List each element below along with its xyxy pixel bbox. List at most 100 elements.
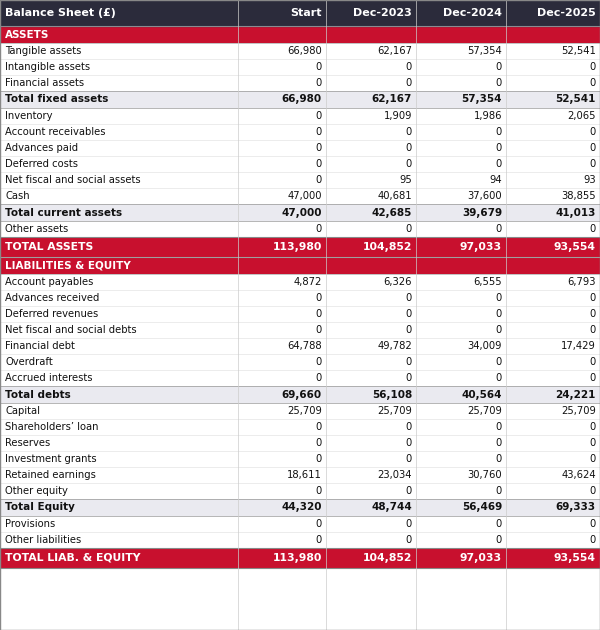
- Text: 113,980: 113,980: [272, 553, 322, 563]
- Text: 69,333: 69,333: [556, 503, 596, 512]
- Text: 0: 0: [316, 62, 322, 72]
- Text: 2,065: 2,065: [568, 111, 596, 121]
- Text: 0: 0: [316, 373, 322, 383]
- Text: 25,709: 25,709: [561, 406, 596, 416]
- Text: 0: 0: [406, 535, 412, 545]
- Text: 0: 0: [496, 454, 502, 464]
- Text: 0: 0: [496, 159, 502, 169]
- Text: 0: 0: [316, 78, 322, 88]
- Bar: [0, 108, 600, 124]
- Text: 44,320: 44,320: [281, 503, 322, 512]
- Bar: [0, 419, 600, 435]
- Text: TOTAL LIAB. & EQUITY: TOTAL LIAB. & EQUITY: [5, 553, 140, 563]
- Text: 0: 0: [316, 486, 322, 496]
- Bar: [0, 26, 600, 43]
- Text: 0: 0: [406, 519, 412, 529]
- Text: 41,013: 41,013: [556, 207, 596, 217]
- Text: 34,009: 34,009: [467, 341, 502, 351]
- Text: 52,541: 52,541: [556, 94, 596, 105]
- Text: 0: 0: [496, 143, 502, 153]
- Text: 64,788: 64,788: [287, 341, 322, 351]
- Text: 52,541: 52,541: [561, 46, 596, 56]
- Text: 6,555: 6,555: [473, 277, 502, 287]
- Text: 0: 0: [496, 78, 502, 88]
- Text: Dec-2023: Dec-2023: [353, 8, 412, 18]
- Bar: [0, 257, 600, 274]
- Text: 0: 0: [406, 357, 412, 367]
- Text: 0: 0: [590, 293, 596, 303]
- Text: 0: 0: [590, 159, 596, 169]
- Text: 0: 0: [406, 62, 412, 72]
- Bar: [0, 354, 600, 370]
- Text: 113,980: 113,980: [272, 242, 322, 252]
- Text: 0: 0: [316, 519, 322, 529]
- Bar: [0, 172, 600, 188]
- Text: Balance Sheet (£): Balance Sheet (£): [5, 8, 116, 18]
- Text: 0: 0: [316, 143, 322, 153]
- Bar: [0, 0, 600, 26]
- Bar: [0, 403, 600, 419]
- Text: 104,852: 104,852: [362, 242, 412, 252]
- Text: 0: 0: [496, 486, 502, 496]
- Text: Accrued interests: Accrued interests: [5, 373, 92, 383]
- Text: 0: 0: [316, 159, 322, 169]
- Bar: [0, 156, 600, 172]
- Text: Intangible assets: Intangible assets: [5, 62, 90, 72]
- Bar: [0, 451, 600, 467]
- Text: 93,554: 93,554: [554, 553, 596, 563]
- Text: 0: 0: [496, 535, 502, 545]
- Text: 0: 0: [406, 143, 412, 153]
- Text: 0: 0: [316, 325, 322, 335]
- Text: 25,709: 25,709: [287, 406, 322, 416]
- Text: 56,469: 56,469: [462, 503, 502, 512]
- Text: 57,354: 57,354: [461, 94, 502, 105]
- Text: 62,167: 62,167: [371, 94, 412, 105]
- Text: 66,980: 66,980: [287, 46, 322, 56]
- Text: Total debts: Total debts: [5, 389, 71, 399]
- Text: 47,000: 47,000: [281, 207, 322, 217]
- Bar: [0, 140, 600, 156]
- Text: Inventory: Inventory: [5, 111, 53, 121]
- Bar: [0, 338, 600, 354]
- Bar: [0, 467, 600, 483]
- Bar: [0, 322, 600, 338]
- Text: 0: 0: [316, 357, 322, 367]
- Text: 97,033: 97,033: [460, 242, 502, 252]
- Text: 0: 0: [316, 175, 322, 185]
- Text: 0: 0: [590, 422, 596, 432]
- Text: 0: 0: [590, 438, 596, 448]
- Text: Provisions: Provisions: [5, 519, 55, 529]
- Text: 0: 0: [406, 224, 412, 234]
- Text: 30,760: 30,760: [467, 470, 502, 480]
- Text: Total current assets: Total current assets: [5, 207, 122, 217]
- Bar: [0, 204, 600, 221]
- Text: Shareholders’ loan: Shareholders’ loan: [5, 422, 98, 432]
- Text: 62,167: 62,167: [377, 46, 412, 56]
- Text: 43,624: 43,624: [562, 470, 596, 480]
- Text: 0: 0: [590, 127, 596, 137]
- Text: 0: 0: [406, 159, 412, 169]
- Text: 0: 0: [406, 486, 412, 496]
- Text: 17,429: 17,429: [561, 341, 596, 351]
- Text: 1,986: 1,986: [473, 111, 502, 121]
- Text: 66,980: 66,980: [282, 94, 322, 105]
- Bar: [0, 274, 600, 290]
- Text: Advances received: Advances received: [5, 293, 100, 303]
- Bar: [0, 516, 600, 532]
- Text: 6,326: 6,326: [383, 277, 412, 287]
- Text: 42,685: 42,685: [371, 207, 412, 217]
- Text: 0: 0: [590, 486, 596, 496]
- Text: 0: 0: [406, 309, 412, 319]
- Text: 0: 0: [496, 519, 502, 529]
- Text: 0: 0: [496, 422, 502, 432]
- Text: Tangible assets: Tangible assets: [5, 46, 82, 56]
- Text: Total fixed assets: Total fixed assets: [5, 94, 109, 105]
- Text: Deferred costs: Deferred costs: [5, 159, 78, 169]
- Text: 1,909: 1,909: [383, 111, 412, 121]
- Bar: [0, 290, 600, 306]
- Text: 18,611: 18,611: [287, 470, 322, 480]
- Text: Financial debt: Financial debt: [5, 341, 75, 351]
- Text: 0: 0: [590, 373, 596, 383]
- Text: 0: 0: [316, 293, 322, 303]
- Text: 0: 0: [590, 325, 596, 335]
